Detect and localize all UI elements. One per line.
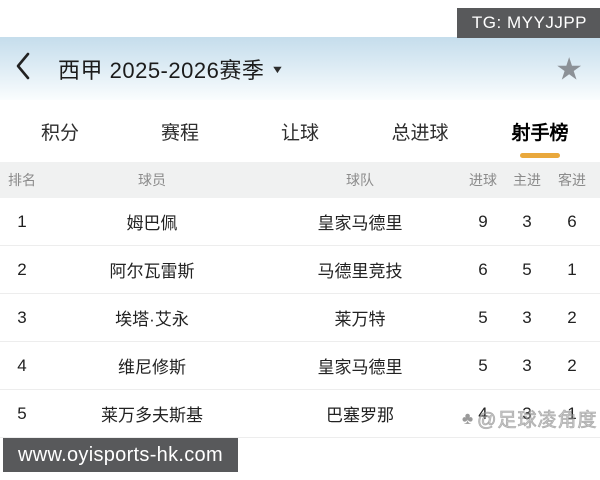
table-header-row: 排名 球员 球队 进球 主进 客进 bbox=[0, 162, 600, 198]
tg-watermark-badge: TG: MYYJJPP bbox=[456, 8, 600, 38]
player-cell: 姆巴佩 bbox=[126, 214, 178, 233]
rank-cell: 5 bbox=[17, 403, 27, 423]
goals-cell: 5 bbox=[478, 307, 488, 327]
team-cell: 马德里竞技 bbox=[317, 262, 403, 281]
goals-cell: 6 bbox=[478, 259, 488, 279]
col-header-goals: 进球 bbox=[469, 172, 497, 188]
home-goals-cell: 3 bbox=[522, 307, 532, 327]
rank-cell: 3 bbox=[17, 307, 27, 327]
home-goals-cell: 3 bbox=[522, 403, 532, 423]
goals-cell: 4 bbox=[478, 403, 488, 423]
away-goals-cell: 2 bbox=[567, 307, 577, 327]
away-goals-cell: 2 bbox=[567, 355, 577, 375]
away-goals-cell: 6 bbox=[567, 211, 577, 231]
page-title: 西甲 2025-2026赛季 bbox=[58, 57, 265, 83]
chevron-down-icon: ▼ bbox=[270, 64, 285, 76]
app-header: 西甲 2025-2026赛季 ▼ ★ bbox=[0, 37, 600, 100]
tab-total-goals[interactable]: 总进球 bbox=[391, 122, 449, 144]
scorers-table: 1 姆巴佩 皇家马德里 9 3 6 2 阿尔瓦雷斯 马德里竞技 6 5 1 3 … bbox=[0, 198, 600, 438]
rank-cell: 4 bbox=[17, 355, 27, 375]
tab-handicap[interactable]: 让球 bbox=[280, 122, 319, 144]
col-header-rank: 排名 bbox=[8, 172, 36, 188]
away-goals-cell: 1 bbox=[567, 403, 577, 423]
team-cell: 皇家马德里 bbox=[317, 358, 403, 377]
goals-cell: 9 bbox=[478, 211, 488, 231]
col-header-away: 客进 bbox=[558, 172, 586, 188]
col-header-team: 球队 bbox=[346, 172, 374, 188]
col-header-player: 球员 bbox=[138, 172, 166, 188]
tab-top-scorers-label: 射手榜 bbox=[511, 122, 569, 144]
rank-cell: 2 bbox=[17, 259, 27, 279]
tab-schedule[interactable]: 赛程 bbox=[160, 122, 199, 144]
home-goals-cell: 5 bbox=[522, 259, 532, 279]
home-goals-cell: 3 bbox=[522, 211, 532, 231]
home-goals-cell: 3 bbox=[522, 355, 532, 375]
table-row[interactable]: 2 阿尔瓦雷斯 马德里竞技 6 5 1 bbox=[0, 246, 600, 294]
table-row[interactable]: 3 埃塔·艾永 莱万特 5 3 2 bbox=[0, 294, 600, 342]
player-cell: 埃塔·艾永 bbox=[115, 310, 189, 329]
tab-bar: 积分 赛程 让球 总进球 射手榜 bbox=[0, 100, 600, 162]
tab-top-scorers[interactable]: 射手榜 bbox=[480, 100, 600, 162]
away-goals-cell: 1 bbox=[567, 259, 577, 279]
rank-cell: 1 bbox=[17, 211, 27, 231]
back-button[interactable] bbox=[0, 37, 46, 100]
col-header-home: 主进 bbox=[513, 172, 541, 188]
player-cell: 阿尔瓦雷斯 bbox=[109, 262, 195, 281]
favorite-star-icon[interactable]: ★ bbox=[555, 51, 583, 86]
player-cell: 维尼修斯 bbox=[118, 358, 186, 377]
table-row[interactable]: 5 莱万多夫斯基 巴塞罗那 4 3 1 bbox=[0, 390, 600, 438]
table-row[interactable]: 4 维尼修斯 皇家马德里 5 3 2 bbox=[0, 342, 600, 390]
team-cell: 皇家马德里 bbox=[317, 214, 403, 233]
back-chevron-icon bbox=[15, 52, 31, 85]
tab-standings[interactable]: 积分 bbox=[40, 122, 79, 144]
active-tab-underline bbox=[520, 153, 560, 158]
team-cell: 莱万特 bbox=[334, 310, 386, 329]
season-dropdown[interactable]: 西甲 2025-2026赛季 ▼ bbox=[58, 53, 285, 85]
player-cell: 莱万多夫斯基 bbox=[101, 406, 203, 425]
site-watermark-badge: www.oyisports-hk.com bbox=[3, 438, 238, 472]
goals-cell: 5 bbox=[478, 355, 488, 375]
team-cell: 巴塞罗那 bbox=[326, 406, 394, 425]
table-row[interactable]: 1 姆巴佩 皇家马德里 9 3 6 bbox=[0, 198, 600, 246]
